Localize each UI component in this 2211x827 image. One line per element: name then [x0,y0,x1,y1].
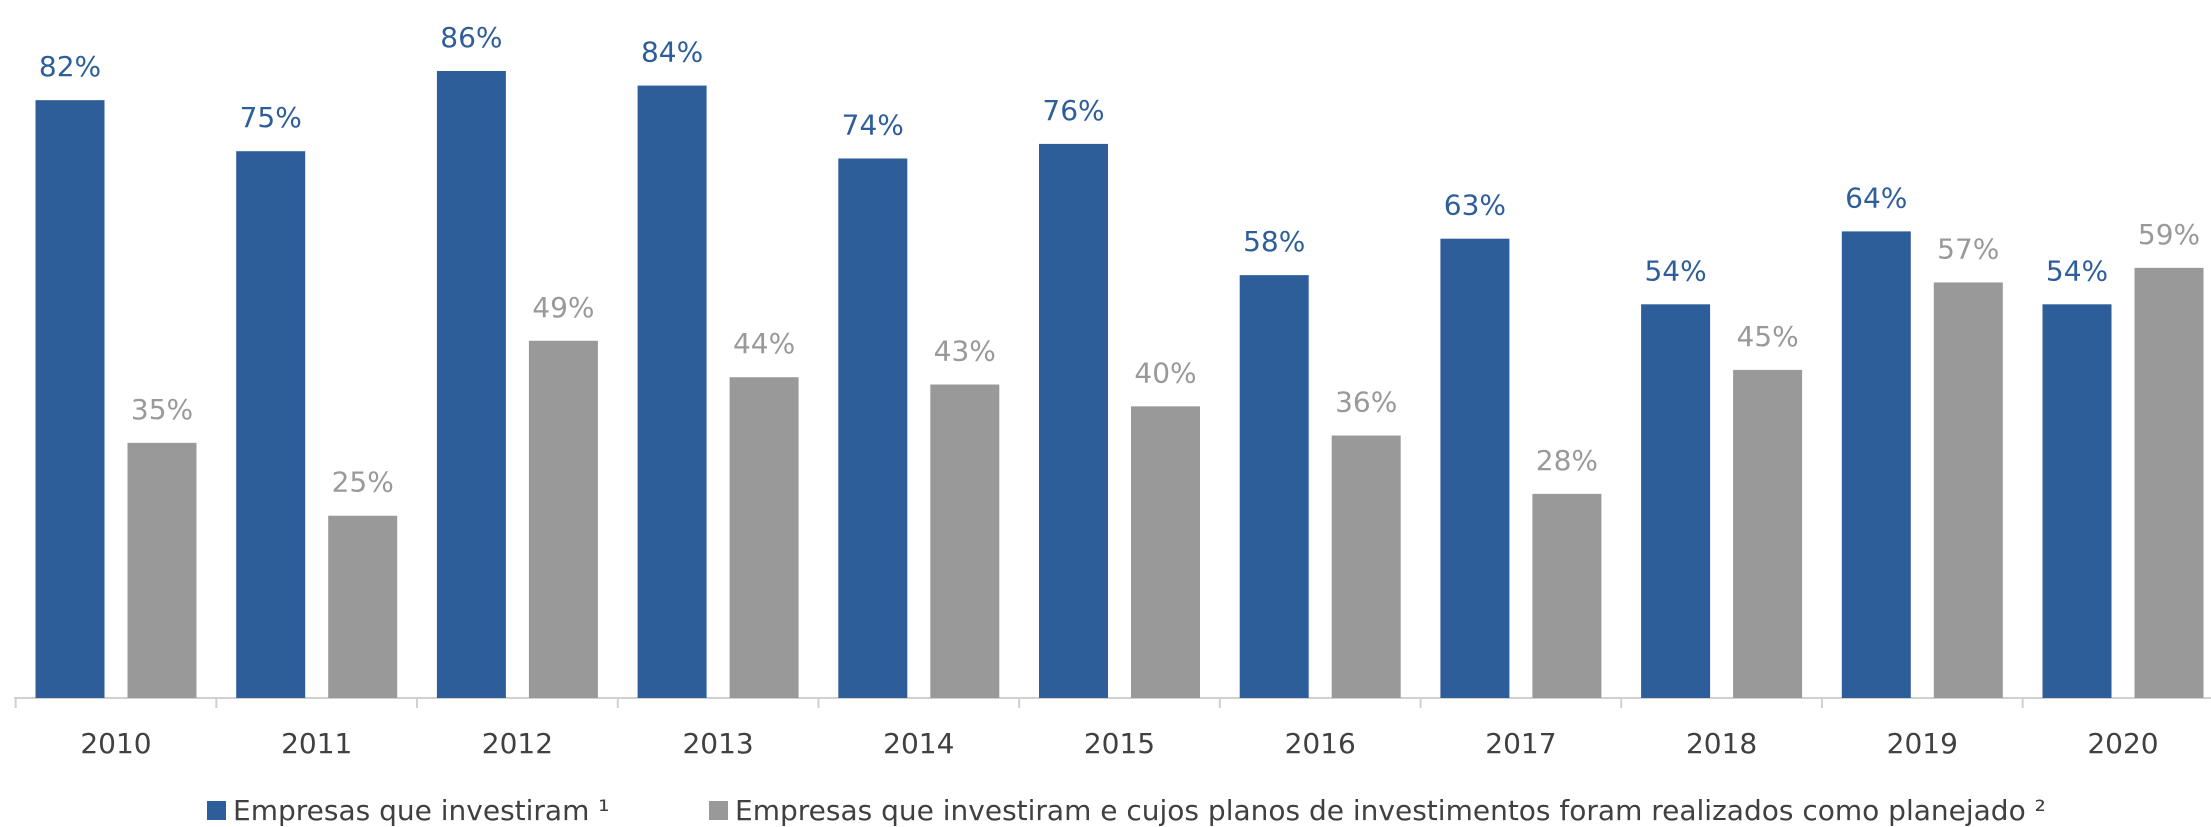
value-label: 76% [1042,94,1104,127]
value-label: 63% [1444,189,1506,222]
bar [1733,369,1803,698]
legend-swatch [207,801,226,820]
legend-label: Empresas que investiram ¹ [233,794,609,827]
value-label: 54% [2046,254,2108,287]
value-label: 35% [131,393,193,426]
x-tick-label: 2013 [682,727,753,760]
bar [236,151,306,698]
bar [528,340,598,698]
value-label: 45% [1736,320,1798,353]
x-tick-label: 2020 [2087,727,2158,760]
bar [35,100,105,699]
value-label: 57% [1937,232,1999,265]
x-tick-label: 2019 [1887,727,1958,760]
bar [1532,493,1602,698]
value-label: 64% [1845,181,1907,214]
x-tick-label: 2010 [80,727,151,760]
bar [1331,435,1401,698]
value-label: 59% [2138,218,2200,251]
bar [1841,231,1911,698]
bar [729,377,799,698]
value-label: 28% [1536,444,1598,477]
value-label: 43% [934,335,996,368]
value-label: 54% [1644,254,1706,287]
value-label: 75% [240,101,302,134]
bar [328,515,398,698]
value-label: 44% [733,327,795,360]
value-label: 82% [39,50,101,83]
bar [930,384,1000,698]
value-label: 36% [1335,386,1397,419]
bar [2042,304,2112,698]
bar [838,158,908,698]
legend-swatch [709,801,728,820]
bar [1933,282,2003,698]
bar [1440,238,1510,699]
bar [2134,267,2204,698]
bar [436,71,506,698]
value-label: 25% [332,466,394,499]
value-label: 86% [440,21,502,54]
x-tick-label: 2012 [482,727,553,760]
legend-label: Empresas que investiram e cujos planos d… [735,794,2046,827]
bar [1641,304,1711,698]
x-tick-label: 2018 [1686,727,1757,760]
value-label: 40% [1134,356,1196,389]
value-label: 49% [532,291,594,324]
value-label: 74% [842,108,904,141]
bar [1131,406,1200,698]
x-tick-label: 2011 [281,727,352,760]
x-tick-label: 2017 [1485,727,1556,760]
x-tick-label: 2016 [1285,727,1356,760]
bar [127,442,197,698]
value-label: 84% [641,36,703,69]
x-tick-label: 2014 [883,727,954,760]
value-label: 58% [1243,225,1305,258]
bar [1039,143,1108,698]
bar [1239,275,1309,698]
bar [637,85,707,698]
x-tick-label: 2015 [1084,727,1155,760]
